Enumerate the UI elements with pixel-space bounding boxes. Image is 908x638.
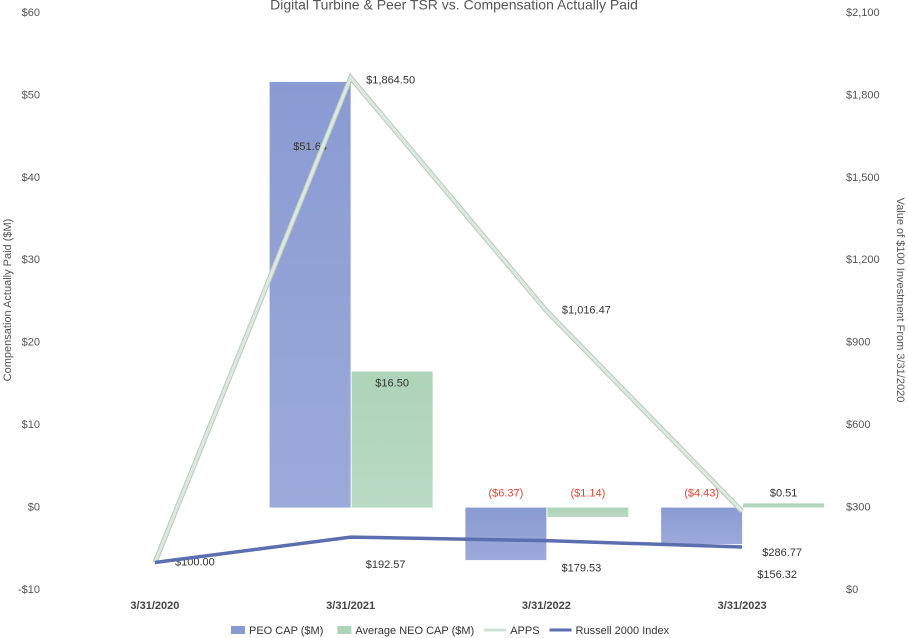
line: [154, 535, 743, 565]
x-tick-label: 3/31/2022: [522, 600, 571, 612]
value-label: ($4.43): [684, 487, 719, 499]
y2-tick-label: $0: [846, 584, 858, 596]
bar: [465, 507, 547, 561]
value-label: $286.77: [762, 547, 802, 559]
bar: [351, 371, 433, 508]
chart-title: Digital Turbine & Peer TSR vs. Compensat…: [270, 0, 638, 13]
bar: [743, 503, 825, 508]
value-label: $16.50: [375, 377, 409, 389]
line-outline: [152, 72, 744, 564]
y-tick-label: $0: [28, 501, 40, 513]
y-axis-title: Compensation Actually Paid ($M): [2, 219, 14, 382]
y2-tick-label: $1,200: [846, 254, 880, 266]
value-label: $156.32: [757, 569, 797, 581]
legend-label: APPS: [510, 625, 539, 637]
value-label: ($1.14): [570, 487, 605, 499]
y2-tick-label: $600: [846, 419, 870, 431]
legend-label: Russell 2000 Index: [576, 625, 670, 637]
value-label: $179.53: [561, 563, 601, 575]
value-label: $51.64: [293, 141, 327, 153]
legend-label: Average NEO CAP ($M): [355, 625, 474, 637]
value-label: $0.51: [770, 487, 798, 499]
y2-axis-title: Value of $100 Investment From 3/31/2020: [894, 198, 906, 403]
value-label: ($6.37): [488, 487, 523, 499]
x-tick-label: 3/31/2020: [130, 600, 179, 612]
y2-tick-label: $300: [846, 501, 870, 513]
y-tick-label: $30: [22, 254, 40, 266]
bar: [661, 507, 743, 545]
y2-tick-label: $1,500: [846, 172, 880, 184]
y-tick-label: -$10: [18, 584, 40, 596]
y-tick-label: $50: [22, 89, 40, 101]
y2-tick-label: $1,800: [846, 89, 880, 101]
legend-label: PEO CAP ($M): [249, 625, 323, 637]
legend-swatch: [231, 626, 245, 634]
y-tick-label: $10: [22, 419, 40, 431]
value-label: $1,016.47: [562, 305, 611, 317]
y-tick-label: $40: [22, 172, 40, 184]
x-tick-label: 3/31/2021: [326, 600, 375, 612]
x-tick-label: 3/31/2023: [718, 600, 767, 612]
value-label: $192.57: [366, 559, 406, 571]
bar: [269, 81, 351, 508]
y-tick-label: $20: [22, 337, 40, 349]
y2-tick-label: $900: [846, 337, 870, 349]
line: [153, 74, 744, 564]
y-tick-label: $60: [22, 7, 40, 19]
value-label: $1,864.50: [366, 75, 415, 87]
bar: [547, 507, 629, 517]
legend-swatch: [337, 626, 352, 634]
y2-tick-label: $2,100: [846, 7, 880, 19]
